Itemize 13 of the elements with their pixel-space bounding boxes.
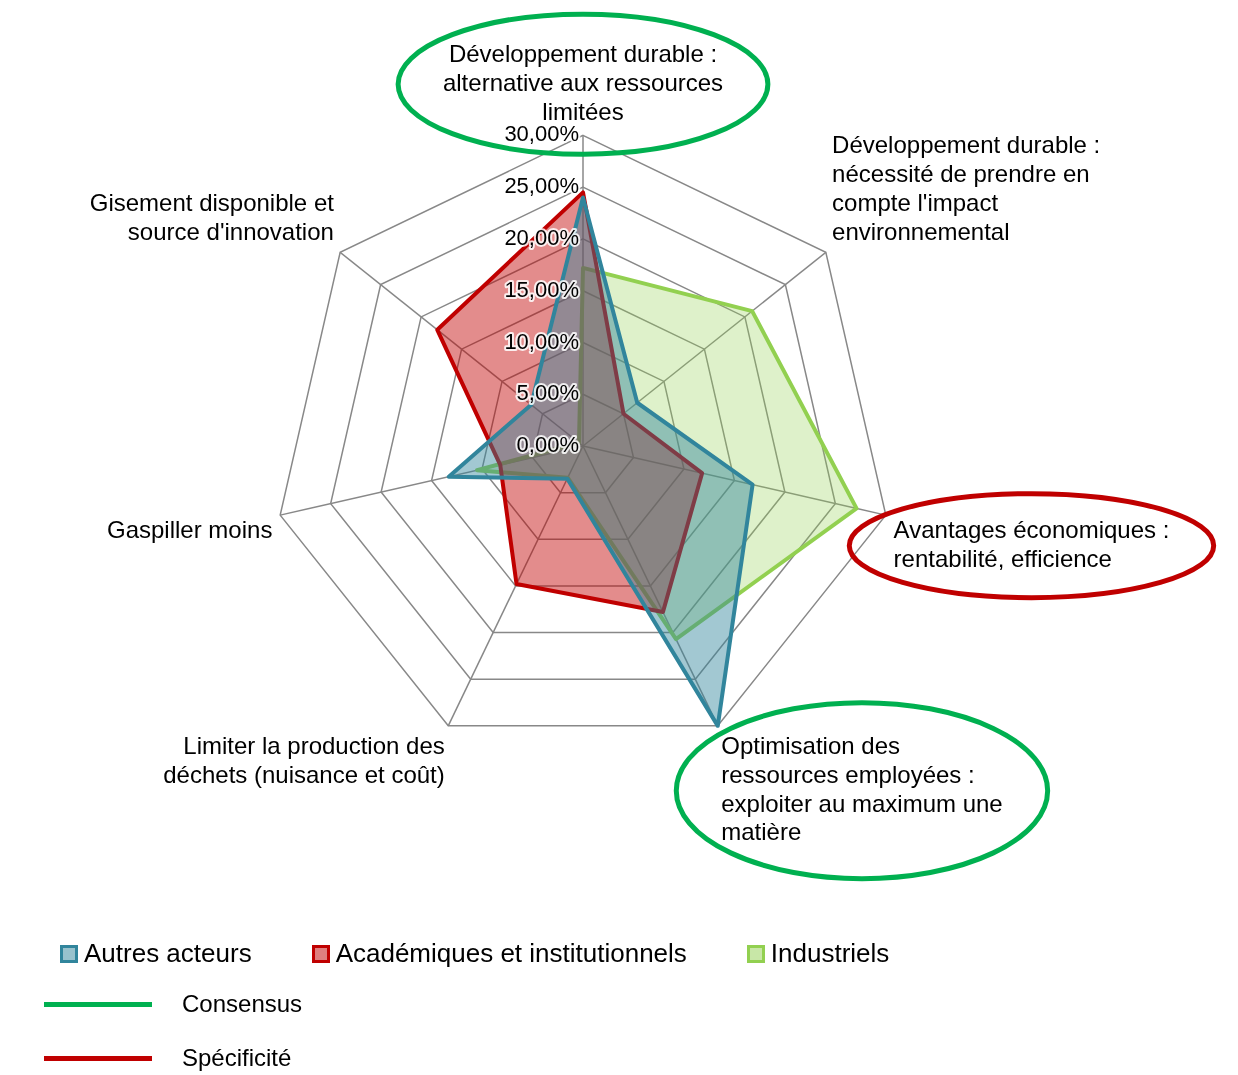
spoke-label: Optimisation des ressources employées : exploiter au maximum une matière [721,732,1003,846]
text: Consensus [182,990,303,1018]
spoke-label: Limiter la production des déchets (nuisance et coût) [163,732,445,788]
spoke-label: Avantages économiques : rentabilité, efficience [893,515,1170,572]
spoke-label: Gisement disponible et source d'innovation [89,188,335,245]
spoke-label: Gaspiller moins [107,515,273,543]
text: Spécificité [182,1044,292,1072]
legend-label: Autres acteurs [84,938,252,969]
spoke-label: Développement durable : nécessité de prendre en compte l'impact environnemental [832,131,1101,245]
legend-label: Industriels [770,938,890,969]
legend-label: Académiques et institutionnels [335,938,687,969]
y-tick-label: 0,00% [516,432,579,458]
y-tick-label: 25,00% [504,173,579,199]
